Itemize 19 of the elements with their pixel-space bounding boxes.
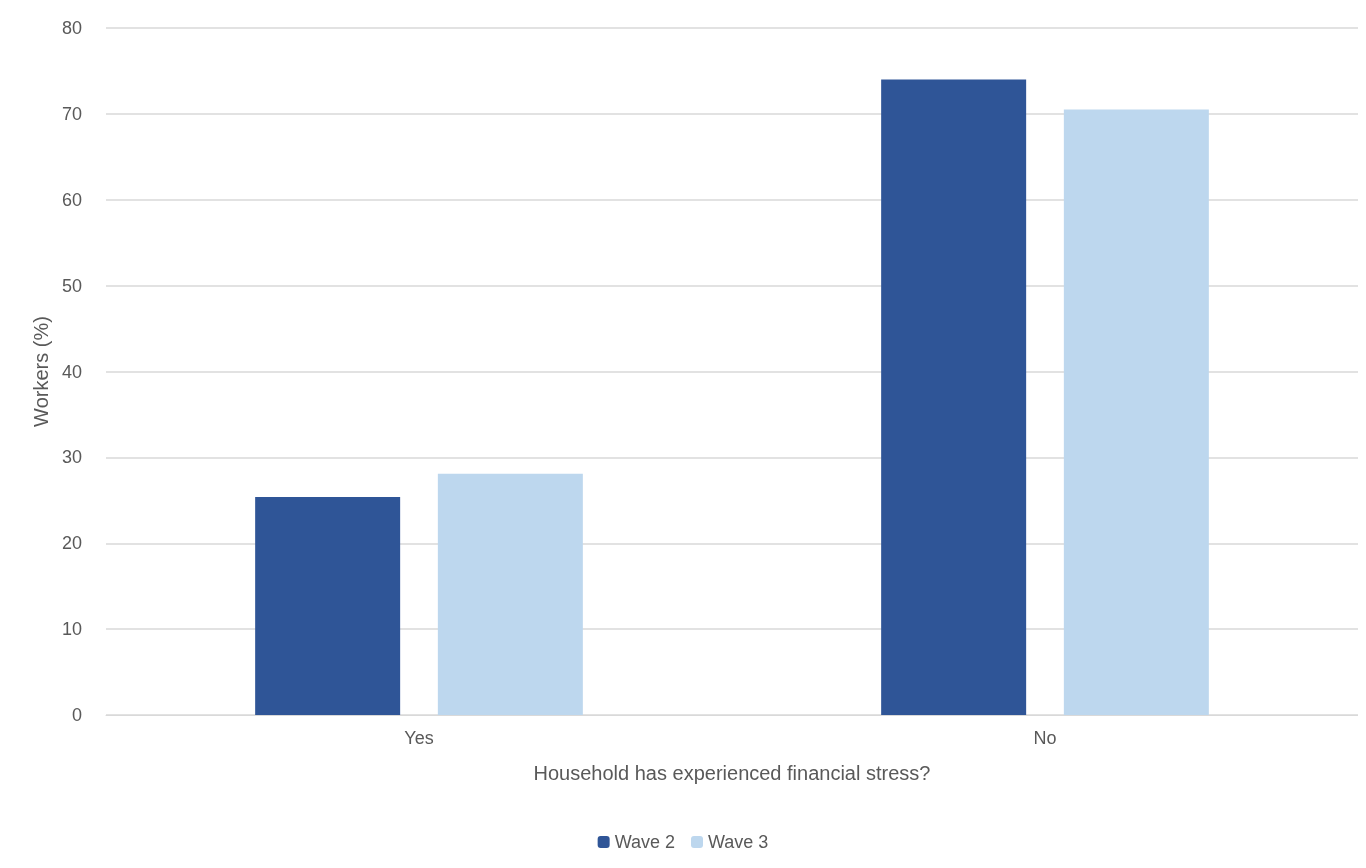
- x-tick-label: Yes: [404, 728, 434, 748]
- y-tick-label: 20: [61, 533, 82, 554]
- y-tick-label: 0: [71, 705, 82, 725]
- bar: [437, 473, 583, 715]
- y-axis-title: Workers (%): [30, 316, 52, 427]
- y-tick-label: 50: [61, 275, 82, 296]
- y-tick-label: 80: [61, 18, 82, 38]
- y-tick-label: 70: [61, 103, 82, 124]
- x-tick-label: No: [1033, 728, 1057, 748]
- bar: [881, 79, 1027, 715]
- y-tick-label: 10: [61, 619, 82, 640]
- bar: [255, 496, 401, 715]
- bar: [1063, 109, 1209, 715]
- legend-label: Wave 2: [614, 832, 675, 852]
- legend-label: Wave 3: [708, 832, 769, 852]
- y-tick-label: 60: [61, 189, 82, 210]
- x-axis-title: Household has experienced financial stress?: [533, 762, 931, 784]
- y-tick-label: 30: [61, 447, 82, 468]
- y-tick-label: 40: [61, 361, 82, 382]
